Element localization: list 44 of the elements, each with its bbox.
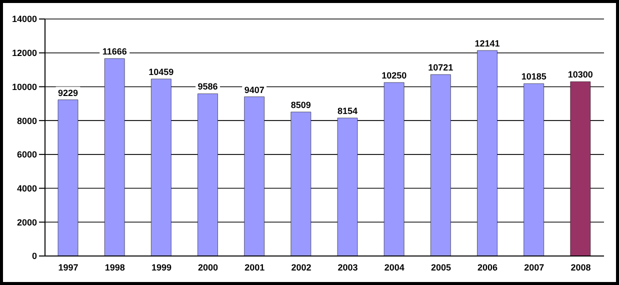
x-tick-label: 2006 (478, 262, 498, 272)
bar (58, 100, 78, 256)
bar (104, 58, 125, 256)
data-label: 8509 (290, 100, 311, 110)
y-tick-label: 10000 (12, 82, 37, 92)
data-label: 11666 (102, 46, 127, 57)
y-tick-label: 12000 (12, 48, 37, 58)
x-tick-label: 1997 (58, 262, 78, 272)
data-label: 12141 (474, 38, 500, 48)
y-tick-label: 4000 (16, 183, 37, 194)
y-tick-label: 14000 (12, 14, 37, 24)
bar (570, 81, 591, 256)
data-label: 8154 (337, 106, 358, 116)
y-tick-label: 2000 (16, 217, 37, 228)
x-tick-label: 2007 (524, 262, 544, 272)
bar (524, 83, 544, 256)
bar (244, 96, 264, 256)
y-tick-label: 8000 (16, 116, 37, 126)
bar (384, 82, 404, 256)
y-tick-label: 0 (32, 251, 37, 262)
x-tick-label: 2002 (291, 262, 312, 272)
data-label: 10459 (148, 66, 174, 77)
bar (198, 94, 218, 256)
y-tick-label: 6000 (16, 150, 37, 160)
x-tick-label: 2000 (198, 262, 218, 272)
data-label: 10300 (568, 70, 593, 80)
data-label: 10721 (428, 62, 454, 73)
x-tick-label: 2001 (244, 262, 265, 272)
bar (290, 112, 312, 256)
x-tick-label: 1998 (104, 262, 125, 272)
x-tick-label: 2003 (338, 262, 358, 272)
data-label: 10250 (382, 70, 407, 80)
data-label: 9407 (244, 84, 264, 95)
data-label: 9586 (198, 82, 218, 92)
bar (430, 74, 451, 256)
bar (151, 78, 172, 256)
bar (337, 118, 358, 256)
x-tick-label: 2005 (430, 262, 451, 272)
data-label: 9229 (58, 88, 78, 98)
x-tick-label: 2004 (384, 262, 404, 272)
x-tick-label: 2008 (570, 262, 591, 272)
data-label: 10185 (521, 72, 546, 82)
x-tick-label: 1999 (151, 262, 172, 272)
bar (477, 50, 498, 256)
